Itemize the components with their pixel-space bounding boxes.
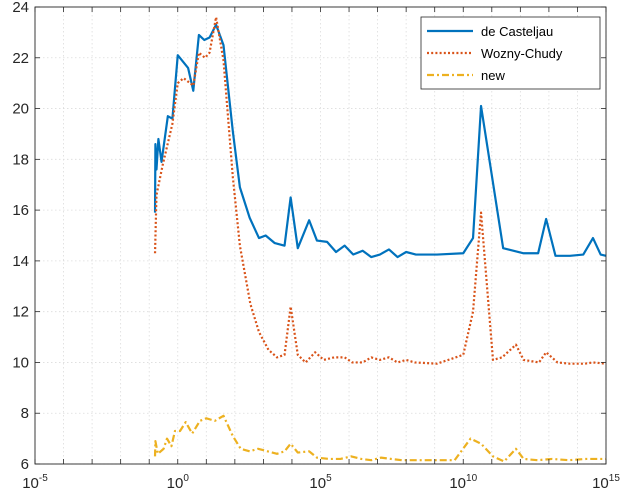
- y-tick-label: 14: [12, 253, 29, 270]
- y-tick-label: 18: [12, 151, 29, 168]
- series-layer: [153, 16, 607, 463]
- y-tick-label: 20: [12, 101, 29, 118]
- legend-box: [420, 16, 601, 90]
- grid: [34, 6, 607, 465]
- legend-label: new: [481, 68, 505, 83]
- series-line-new: [153, 414, 606, 463]
- x-tick-label: 1010: [449, 473, 477, 492]
- legend: de Casteljau Wozny-Chudy new: [420, 16, 601, 90]
- y-tick-label: 12: [12, 304, 29, 321]
- y-tick-label: 8: [21, 405, 29, 422]
- legend-label: de Casteljau: [481, 24, 553, 39]
- x-tick-label: 10-5: [22, 473, 48, 492]
- series-line-wozny-chudy: [153, 16, 607, 365]
- series-line-de-casteljau: [153, 23, 607, 259]
- x-tick-label: 1015: [592, 473, 620, 492]
- x-tick-label: 100: [167, 473, 190, 492]
- legend-label: Wozny-Chudy: [481, 46, 563, 61]
- y-tick-label: 16: [12, 202, 29, 219]
- y-tick-label: 22: [12, 50, 29, 67]
- axis-ticks: [34, 6, 607, 465]
- y-tick-labels: 6 8 10 12 14 16 18 20 22 24: [12, 0, 29, 473]
- x-tick-label: 105: [309, 473, 332, 492]
- y-tick-label: 24: [12, 0, 29, 16]
- x-tick-labels: 10-5 100 105 1010 1015: [22, 473, 620, 492]
- y-tick-label: 10: [12, 354, 29, 371]
- y-tick-label: 6: [21, 456, 29, 473]
